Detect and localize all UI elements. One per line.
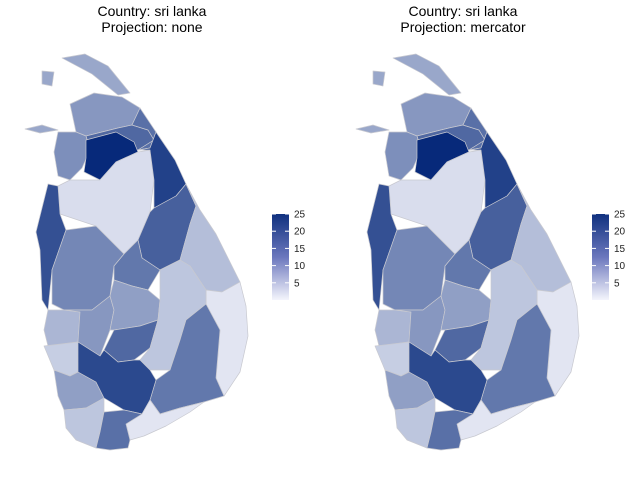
region-ratnapura-left xyxy=(77,341,157,415)
legend-label-right: 5 xyxy=(614,278,620,289)
region-islands-left xyxy=(24,53,131,134)
projection-title-right: Projection: mercator xyxy=(400,19,526,35)
legend-label-left: 10 xyxy=(294,261,306,272)
map-panel-none xyxy=(24,53,249,451)
legend-colorbar-right xyxy=(592,214,609,300)
region-matara-right xyxy=(426,409,474,451)
region-gampaha-right xyxy=(374,309,412,347)
region-colombo-right xyxy=(374,341,410,377)
country-title-left: Country: sri lanka xyxy=(97,3,207,19)
region-ratnapura-right xyxy=(408,341,488,415)
region-mannar-left xyxy=(53,131,91,181)
legend-label-left: 20 xyxy=(294,227,306,238)
legend-label-right: 20 xyxy=(614,227,626,238)
projection-title-left: Projection: none xyxy=(101,19,203,35)
legend-label-left: 5 xyxy=(294,278,300,289)
legend-colorbar-left xyxy=(272,214,289,300)
legend-label-right: 10 xyxy=(614,261,626,272)
legend-label-right: 25 xyxy=(614,210,626,221)
legend-label-left: 25 xyxy=(294,210,306,221)
region-mannar-right xyxy=(384,131,422,181)
region-gampaha-left xyxy=(43,309,81,347)
panel-title-left: Country: sri lanka Projection: none xyxy=(0,3,312,35)
legend-label-right: 15 xyxy=(614,244,626,255)
legend-right: 25 20 15 10 5 xyxy=(592,210,626,300)
panel-title-right: Country: sri lanka Projection: mercator xyxy=(303,3,623,35)
region-colombo-left xyxy=(43,341,79,377)
map-panel-mercator xyxy=(355,53,580,451)
region-islands-right xyxy=(355,53,462,134)
legend-left: 25 20 15 10 5 xyxy=(272,210,306,300)
region-matara-left xyxy=(95,409,143,451)
country-title-right: Country: sri lanka xyxy=(408,3,518,19)
legend-label-left: 15 xyxy=(294,244,306,255)
